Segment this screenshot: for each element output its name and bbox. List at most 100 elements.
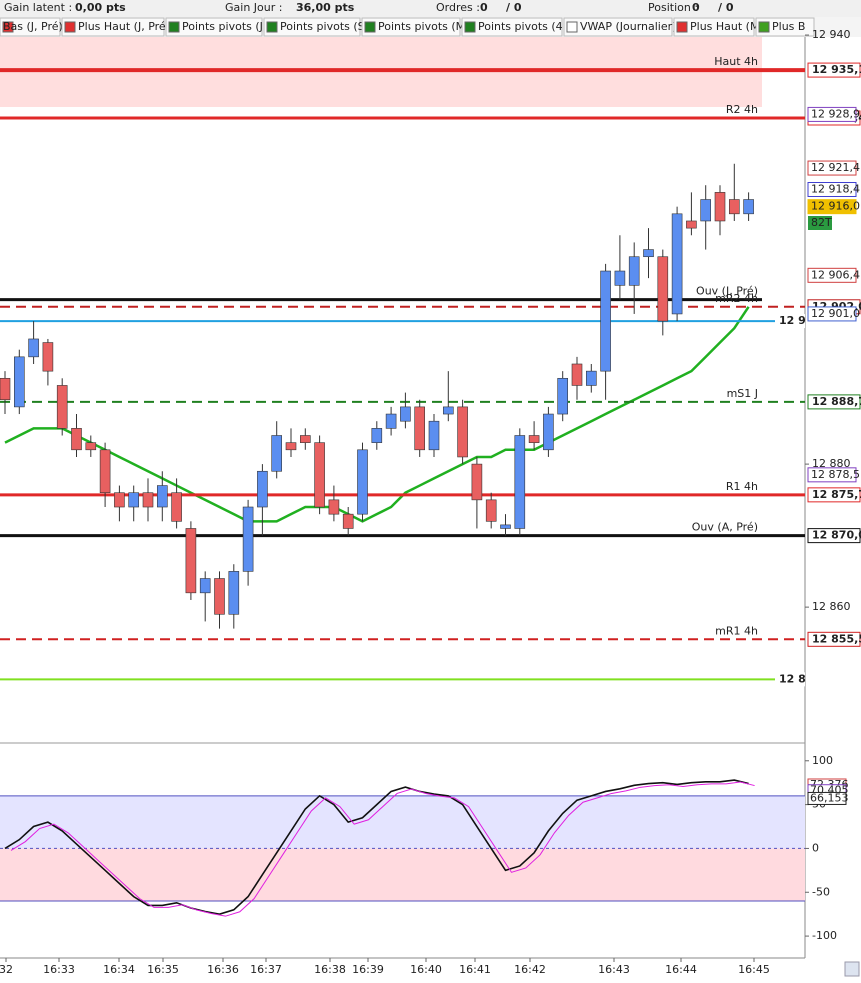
tab-label: Points pivots (S) — [280, 20, 369, 33]
candle-body — [585, 370, 597, 386]
price-box-label: 12 921,4 — [811, 161, 860, 174]
price-box — [807, 267, 857, 283]
price-box — [807, 62, 861, 78]
osc-tick-label: 0 — [812, 841, 819, 854]
tab[interactable] — [61, 17, 165, 37]
tab-label: Plus B — [772, 20, 805, 33]
tab-swatch — [758, 21, 770, 33]
time-axis — [0, 958, 861, 979]
candle-body — [485, 499, 497, 522]
candle-body — [471, 463, 483, 501]
time-label: 16:37 — [250, 963, 282, 976]
candle-body — [228, 571, 240, 615]
time-label: 16:40 — [410, 963, 442, 976]
candle-body — [671, 213, 683, 315]
candle-body — [128, 492, 139, 508]
toolbar-label: Ordres : — [436, 1, 480, 14]
candle-body — [385, 413, 397, 429]
price-box — [807, 199, 857, 215]
price-box-label: 12 918,4 — [811, 183, 860, 196]
candle-body — [400, 406, 411, 422]
osc-tick-label: -50 — [812, 885, 830, 898]
tab-swatch — [266, 21, 278, 33]
osc-tick-label: 100 — [812, 754, 833, 767]
candle-body — [142, 492, 154, 508]
tab[interactable] — [563, 17, 673, 37]
tab-label: Plus Haut (M) — [690, 20, 764, 33]
oscillator-line — [4, 779, 749, 915]
time-label: 16:44 — [665, 963, 697, 976]
toolbar-extra: / 0 — [718, 1, 734, 14]
candle-body — [457, 406, 468, 458]
toolbar-value: 0,00 pts — [75, 1, 126, 14]
price-box-label: 12 916,0 — [811, 200, 860, 213]
tab-label: VWAP (Journalier) — [580, 20, 676, 33]
candle-body — [257, 470, 268, 508]
candle-body — [328, 499, 340, 515]
candle-body — [686, 220, 697, 229]
tab-label: Points pivots (4h) — [478, 20, 574, 33]
candle-body — [357, 449, 368, 515]
candle-body — [628, 256, 640, 286]
candle-body — [299, 435, 311, 443]
candle-body — [371, 428, 383, 443]
candle-body — [314, 442, 325, 508]
time-label: 16:45 — [738, 963, 770, 976]
toolbar-label: Gain latent : — [4, 1, 72, 14]
tab-swatch — [464, 21, 476, 33]
tab[interactable] — [0, 17, 61, 37]
tick-counter-box — [808, 216, 832, 230]
tab[interactable] — [755, 17, 815, 37]
price-box — [807, 631, 861, 647]
price-box-label: 12 906,4 — [811, 268, 860, 281]
toolbar-value: 0 — [692, 1, 700, 14]
candle-body — [700, 199, 712, 222]
candle-body — [242, 506, 254, 572]
price-box — [807, 182, 857, 198]
price-box-label: 12 870,0 — [812, 529, 861, 542]
level-name: R1 4h — [726, 480, 758, 493]
tab-swatch — [64, 21, 76, 33]
tab[interactable] — [361, 17, 461, 37]
candle-body — [657, 256, 669, 322]
candle-body — [0, 377, 11, 401]
price-tick-label: 12 940 — [812, 28, 851, 41]
time-label: 16:35 — [147, 963, 179, 976]
level-name: mR1 4h — [715, 624, 758, 637]
tab[interactable] — [673, 17, 755, 37]
candle-body — [414, 406, 426, 451]
level-name: Ouv (J, Pré) — [696, 285, 758, 298]
candle-body — [185, 528, 197, 594]
time-label: 16:39 — [352, 963, 384, 976]
candle-body — [500, 524, 511, 529]
price-box — [807, 487, 861, 503]
price-box — [775, 672, 805, 687]
candle-body — [56, 385, 68, 429]
tab[interactable] — [165, 17, 263, 37]
candle-body — [114, 492, 125, 508]
price-box — [807, 160, 857, 176]
price-box — [807, 106, 857, 122]
toolbar-value: 36,00 pts — [296, 1, 355, 14]
price-box — [807, 394, 861, 410]
tab[interactable] — [263, 17, 361, 37]
candle-body — [99, 449, 111, 494]
tab-swatch — [2, 21, 14, 33]
time-label: 16:38 — [314, 963, 346, 976]
price-tick-label: 12 880 — [812, 457, 851, 470]
price-box-label: 12 855,5 — [812, 632, 861, 645]
price-box — [807, 306, 857, 322]
candle-body — [514, 435, 526, 529]
price-box-label: 12 8 — [779, 672, 806, 685]
price-box — [807, 467, 857, 483]
scroll-button[interactable] — [844, 961, 860, 977]
candle-body — [743, 199, 754, 215]
tab[interactable] — [461, 17, 563, 37]
candle-body — [714, 192, 726, 222]
candle-body — [199, 578, 211, 594]
price-panel — [0, 37, 805, 743]
candle-body — [728, 199, 740, 215]
osc-box — [807, 791, 847, 805]
osc-box-label: 66,153 — [810, 791, 849, 804]
